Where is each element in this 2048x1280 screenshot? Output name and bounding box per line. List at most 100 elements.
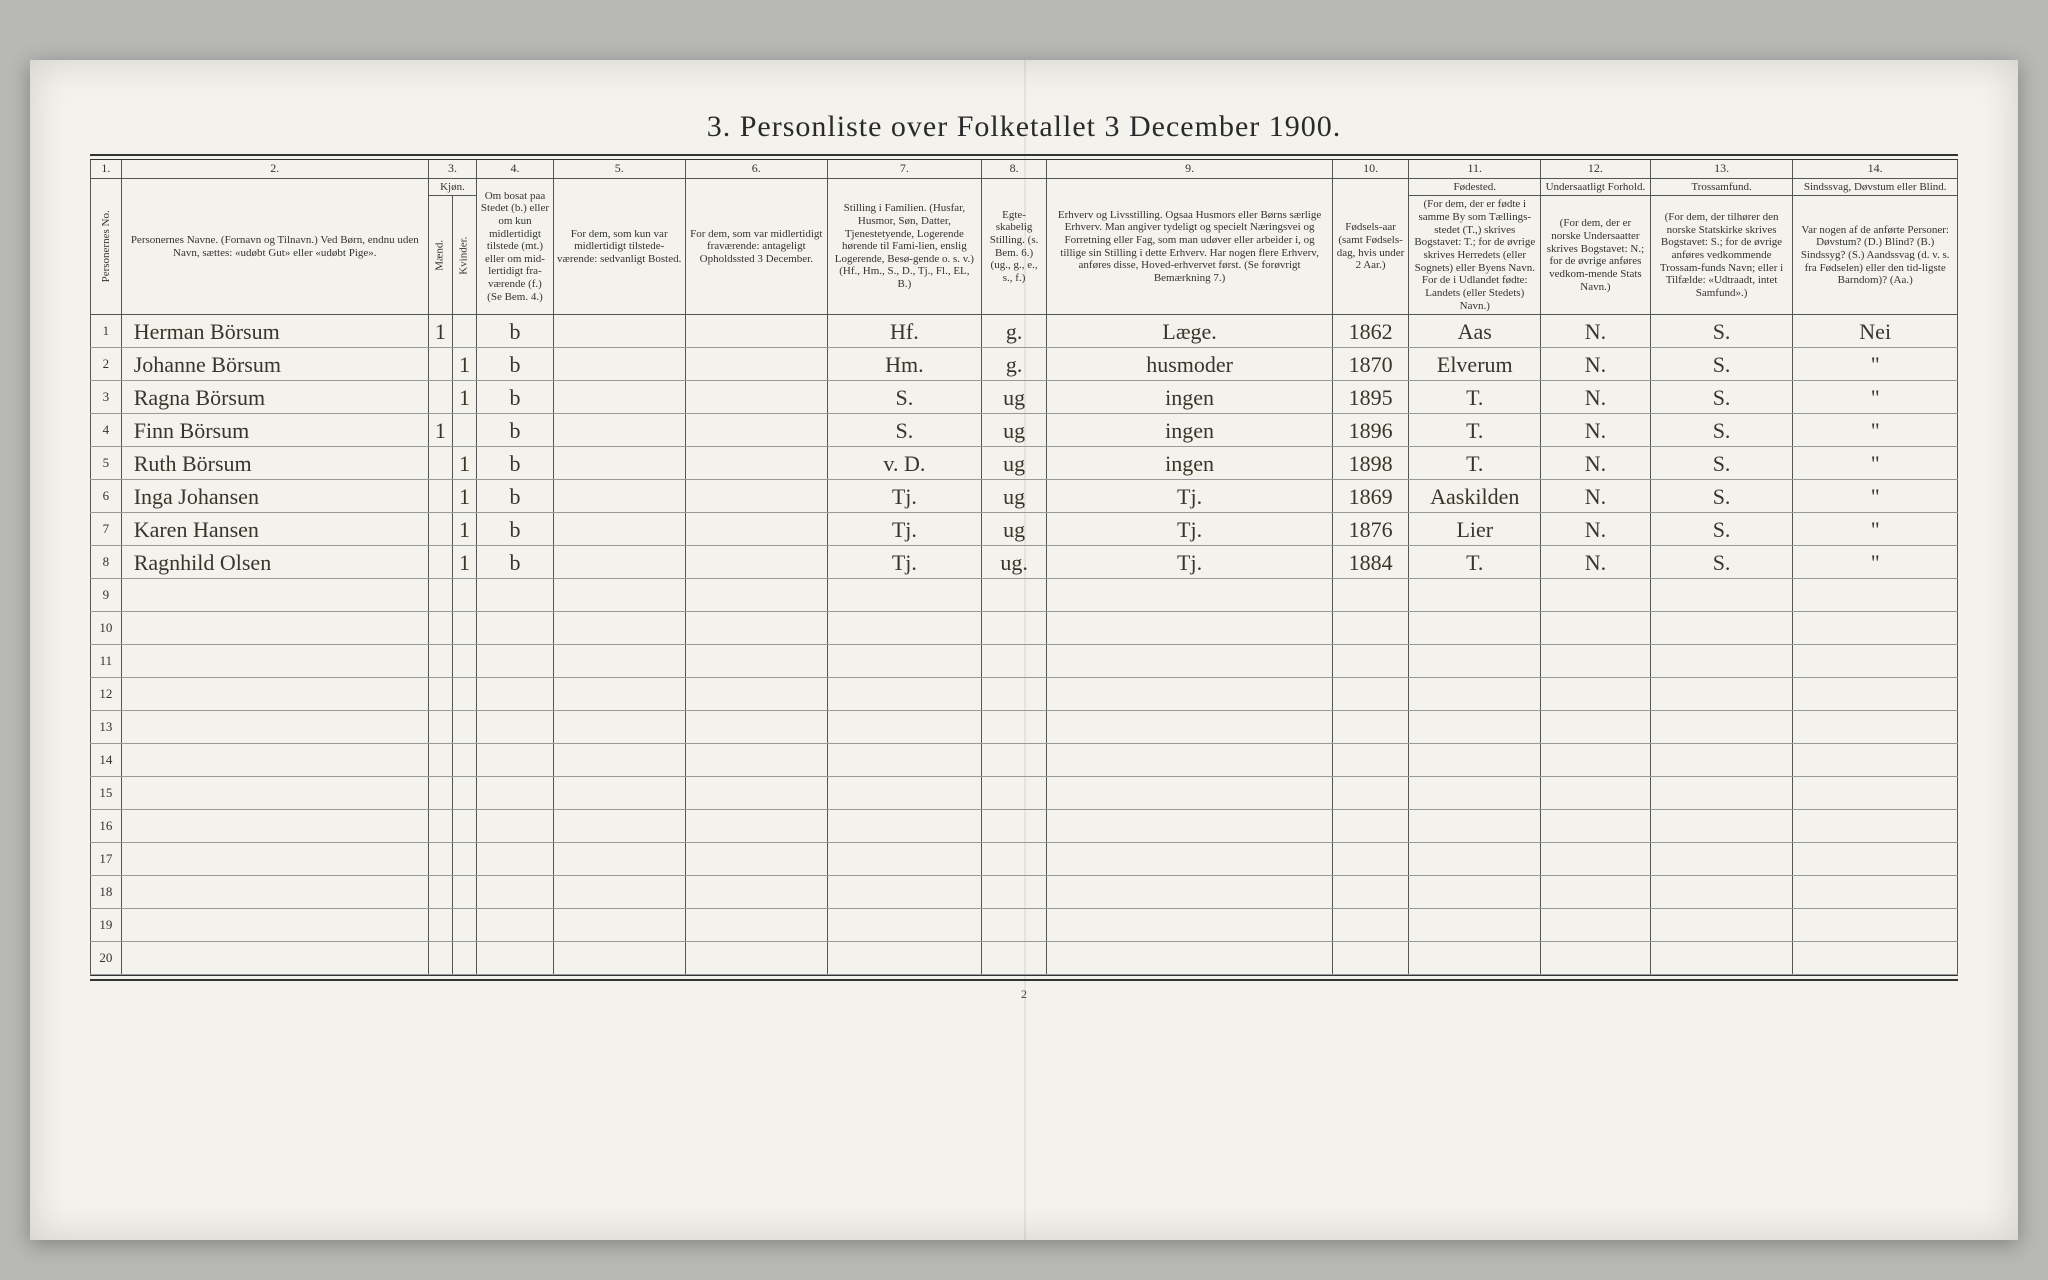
cell-rownum: 7 [91, 513, 122, 546]
cell-empty [1332, 876, 1409, 909]
cell-rownum: 18 [91, 876, 122, 909]
table-row: 4Finn Börsum1bS.ugingen1896T.N.S." [91, 414, 1958, 447]
hdr-c3a: Mænd. [428, 196, 452, 315]
cell-occupation: Tj. [1047, 513, 1332, 546]
cell-empty [452, 678, 476, 711]
hdr-c3b: Kvinder. [452, 196, 476, 315]
cell-empty [477, 810, 554, 843]
cell-empty [981, 810, 1047, 843]
colnum-8: 8. [981, 160, 1047, 178]
cell-male [428, 348, 452, 381]
cell-male [428, 447, 452, 480]
cell-c5 [553, 480, 685, 513]
hdr-c10: Fødsels-aar (samt Fødsels-dag, hvis unde… [1332, 178, 1409, 314]
cell-birthyear: 1876 [1332, 513, 1409, 546]
table-row: 2Johanne Börsum1bHm.g.husmoder1870Elveru… [91, 348, 1958, 381]
cell-empty [1047, 678, 1332, 711]
hdr-c1: Personernes No. [91, 178, 122, 314]
cell-empty [452, 612, 476, 645]
cell-empty [553, 909, 685, 942]
cell-empty [121, 909, 428, 942]
cell-empty [1047, 909, 1332, 942]
cell-empty [1541, 876, 1651, 909]
cell-empty [1793, 810, 1958, 843]
hdr-c5: For dem, som kun var midlertidigt tilste… [553, 178, 685, 314]
cell-empty [1541, 810, 1651, 843]
cell-occupation: Tj. [1047, 546, 1332, 579]
cell-empty [428, 843, 452, 876]
cell-name: Ragna Börsum [121, 381, 428, 414]
cell-empty [685, 579, 828, 612]
cell-empty [1541, 777, 1651, 810]
cell-rownum: 1 [91, 315, 122, 348]
colnum-10: 10. [1332, 160, 1409, 178]
cell-male [428, 480, 452, 513]
hdr-c7: Stilling i Familien. (Husfar, Husmor, Sø… [828, 178, 982, 314]
cell-residence: b [477, 315, 554, 348]
hdr-c3b-text: Kvinder. [458, 236, 470, 274]
hdr-c11top: Fødested. [1409, 178, 1541, 196]
cell-family-position: S. [828, 381, 982, 414]
colnum-3: 3. [428, 160, 476, 178]
cell-male [428, 546, 452, 579]
cell-religion: S. [1650, 315, 1793, 348]
cell-marital: ug [981, 414, 1047, 447]
cell-residence: b [477, 480, 554, 513]
colnum-11: 11. [1409, 160, 1541, 178]
colnum-9: 9. [1047, 160, 1332, 178]
cell-empty [1650, 612, 1793, 645]
cell-male: 1 [428, 315, 452, 348]
cell-disability: " [1793, 381, 1958, 414]
hdr-c12top: Undersaatligt Forhold. [1541, 178, 1651, 196]
table-row: 6Inga Johansen1bTj.ugTj.1869AaskildenN.S… [91, 480, 1958, 513]
cell-empty [1409, 711, 1541, 744]
cell-empty [452, 711, 476, 744]
cell-empty [428, 909, 452, 942]
cell-empty [1047, 612, 1332, 645]
cell-empty [828, 612, 982, 645]
cell-rownum: 11 [91, 645, 122, 678]
cell-empty [1650, 843, 1793, 876]
cell-family-position: v. D. [828, 447, 982, 480]
cell-birthplace: Aaskilden [1409, 480, 1541, 513]
cell-female: 1 [452, 348, 476, 381]
cell-empty [685, 678, 828, 711]
hdr-c9: Erhverv og Livsstilling. Ogsaa Husmors e… [1047, 178, 1332, 314]
cell-empty [1332, 678, 1409, 711]
cell-male [428, 381, 452, 414]
cell-empty [1793, 678, 1958, 711]
cell-nationality: N. [1541, 480, 1651, 513]
cell-family-position: Hf. [828, 315, 982, 348]
cell-empty [1332, 810, 1409, 843]
hdr-c14: Var nogen af de anførte Personer: Døvstu… [1793, 196, 1958, 315]
cell-empty [828, 810, 982, 843]
cell-empty [553, 777, 685, 810]
cell-empty [981, 645, 1047, 678]
cell-empty [1409, 942, 1541, 975]
cell-rownum: 9 [91, 579, 122, 612]
cell-marital: ug [981, 513, 1047, 546]
cell-empty [1409, 843, 1541, 876]
cell-c6 [685, 381, 828, 414]
table-row-empty: 9 [91, 579, 1958, 612]
cell-empty [121, 876, 428, 909]
cell-empty [477, 777, 554, 810]
cell-female [452, 315, 476, 348]
cell-empty [1541, 645, 1651, 678]
table-row-empty: 12 [91, 678, 1958, 711]
cell-c5 [553, 447, 685, 480]
cell-religion: S. [1650, 348, 1793, 381]
cell-empty [1541, 579, 1651, 612]
cell-residence: b [477, 447, 554, 480]
cell-empty [1650, 579, 1793, 612]
cell-c6 [685, 348, 828, 381]
cell-c6 [685, 513, 828, 546]
cell-religion: S. [1650, 480, 1793, 513]
cell-empty [1793, 711, 1958, 744]
cell-c6 [685, 414, 828, 447]
cell-female: 1 [452, 546, 476, 579]
cell-marital: ug [981, 447, 1047, 480]
cell-rownum: 3 [91, 381, 122, 414]
cell-name: Ragnhild Olsen [121, 546, 428, 579]
cell-rownum: 20 [91, 942, 122, 975]
